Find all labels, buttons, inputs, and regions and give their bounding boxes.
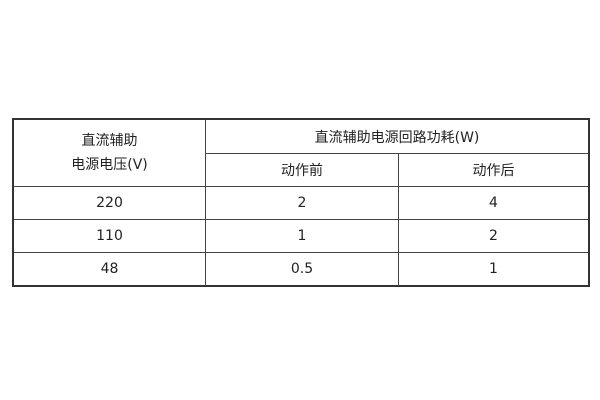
table-row: 110 1 2 bbox=[12, 219, 590, 253]
subheader-row: 动作前 动作后 bbox=[13, 153, 590, 187]
after-cell: 4 bbox=[398, 186, 590, 220]
voltage-cell: 110 bbox=[12, 219, 206, 253]
voltage-header-line2: 电源电压(V) bbox=[71, 157, 148, 173]
power-consumption-table: 直流辅助 电源电压(V) 直流辅助电源回路功耗(W) 动作前 动作后 220 2… bbox=[12, 118, 590, 287]
before-header: 动作前 bbox=[205, 153, 399, 187]
voltage-header: 直流辅助 电源电压(V) bbox=[12, 118, 206, 187]
before-cell: 1 bbox=[205, 219, 399, 253]
header-row: 直流辅助 电源电压(V) 直流辅助电源回路功耗(W) bbox=[12, 118, 590, 187]
table-row: 220 2 4 bbox=[12, 186, 590, 220]
after-header: 动作后 bbox=[398, 153, 590, 187]
after-cell: 1 bbox=[398, 252, 590, 287]
voltage-cell: 220 bbox=[12, 186, 206, 220]
power-group-header: 直流辅助电源回路功耗(W) bbox=[205, 118, 590, 154]
before-cell: 0.5 bbox=[205, 252, 399, 287]
before-cell: 2 bbox=[205, 186, 399, 220]
voltage-cell: 48 bbox=[12, 252, 206, 287]
table-row: 48 0.5 1 bbox=[12, 252, 590, 287]
voltage-header-line1: 直流辅助 bbox=[81, 133, 138, 149]
after-cell: 2 bbox=[398, 219, 590, 253]
